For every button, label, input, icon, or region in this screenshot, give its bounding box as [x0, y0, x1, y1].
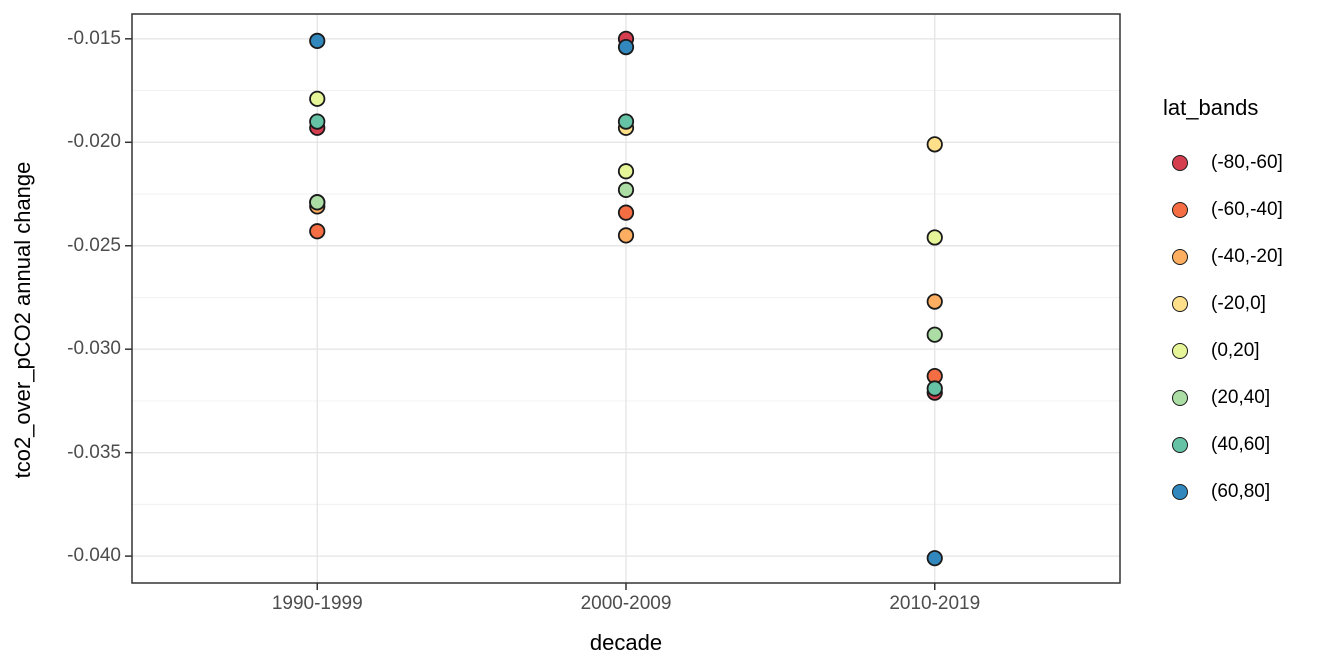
data-point — [617, 181, 635, 198]
legend-item: (-20,0] — [1163, 280, 1283, 327]
panel-border — [131, 13, 1121, 584]
legend-item: (-40,-20] — [1163, 233, 1283, 280]
legend-key-dot — [1172, 154, 1188, 171]
data-point — [617, 204, 635, 221]
data-point — [926, 550, 943, 567]
x-axis-title: decade — [589, 630, 663, 655]
y-tick-label: -0.020 — [67, 131, 121, 153]
y-tick-label: -0.025 — [67, 234, 121, 256]
x-tick-label: 2010-2019 — [889, 593, 981, 614]
legend-label: (-80,-60] — [1211, 151, 1283, 173]
legend-title: lat_bands — [1163, 95, 1259, 120]
legend-item: (-60,-40] — [1163, 186, 1283, 233]
legend-key-dot — [1172, 436, 1188, 453]
data-point — [309, 32, 326, 49]
legend-label: (60,80] — [1211, 480, 1271, 502]
legend-key-dot — [1172, 248, 1188, 265]
data-point — [617, 227, 635, 244]
data-point — [617, 113, 635, 130]
legend-item: (0,20] — [1163, 327, 1283, 374]
data-point — [926, 326, 943, 343]
data-point — [926, 229, 943, 246]
data-point — [309, 113, 326, 130]
data-point — [309, 194, 326, 211]
legend-label: (-60,-40] — [1211, 198, 1283, 220]
y-tick-label: -0.015 — [67, 27, 121, 49]
legend-label: (-20,0] — [1211, 292, 1266, 314]
data-point — [926, 136, 943, 153]
data-point — [926, 293, 943, 310]
legend-item: (40,60] — [1163, 421, 1283, 468]
data-point — [617, 39, 635, 56]
y-tick-label: -0.030 — [67, 338, 121, 360]
x-tick-label: 1990-1999 — [271, 593, 363, 614]
y-axis-title: tco2_over_pCO2 annual change — [10, 161, 35, 479]
y-tick-label: -0.035 — [67, 441, 121, 463]
data-point — [926, 380, 943, 397]
x-tick-label: 2000-2009 — [580, 593, 672, 614]
legend-item: (60,80] — [1163, 468, 1283, 515]
legend-item: (-80,-60] — [1163, 139, 1283, 186]
y-tick-label: -0.040 — [67, 545, 121, 567]
legend-label: (-40,-20] — [1211, 245, 1283, 267]
data-point — [617, 163, 635, 180]
legend-item: (20,40] — [1163, 374, 1283, 421]
data-point — [309, 223, 326, 240]
legend: lat_bands (-80,-60] (-60,-40] (-40,-20] (-2… — [1163, 95, 1283, 515]
legend-key-dot — [1172, 201, 1188, 218]
legend-label: (0,20] — [1211, 339, 1260, 361]
legend-label: (20,40] — [1211, 386, 1271, 408]
legend-label: (40,60] — [1211, 433, 1271, 455]
legend-key-dot — [1172, 389, 1188, 406]
legend-key-dot — [1172, 342, 1188, 359]
legend-items: (-80,-60] (-60,-40] (-40,-20] (-20,0] (0,20]… — [1163, 139, 1283, 515]
data-point — [309, 90, 326, 107]
legend-key-dot — [1172, 483, 1188, 500]
legend-key-dot — [1172, 295, 1188, 312]
